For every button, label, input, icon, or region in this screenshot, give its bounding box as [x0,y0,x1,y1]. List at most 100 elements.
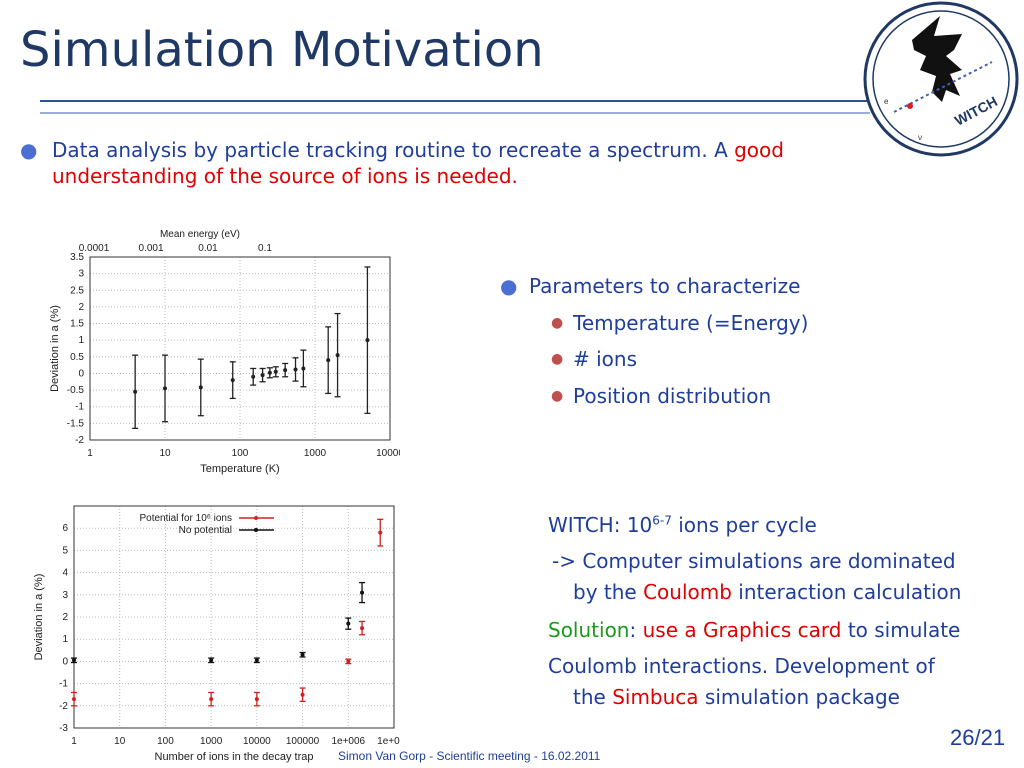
witch-line-4-d: to simulate [841,618,961,642]
y-tick-label: -3 [59,723,68,734]
x-tick-label: 1 [87,448,93,459]
x-tick-label: 100 [232,448,249,459]
x-tick-label: 10000 [376,448,400,459]
witch-line-6-c: simulation package [698,685,900,709]
legend-marker [254,516,258,520]
data-point [346,621,351,626]
witch-figure-icon [912,16,962,102]
witch-line-5: Coulomb interactions. Development of [548,654,935,678]
plot-frame [89,256,391,441]
y-tick-label: 2.5 [70,285,84,296]
top-tick-label: 0.01 [198,243,218,254]
witch-exponent: 6-7 [652,513,672,528]
data-point [360,590,365,595]
bullet-1-text-a: Data analysis by particle tracking routi… [52,138,735,162]
param-item: Temperature (=Energy) [573,311,809,335]
y-tick-label: -2 [59,701,68,712]
y-tick-label: -2 [75,435,84,446]
page-number: 26/21 [950,725,1006,750]
x-tick-label: 1000 [304,448,327,459]
solution-label: Solution [548,618,630,642]
params-heading: Parameters to characterize [529,274,801,298]
data-point [163,386,167,391]
y-tick-label: -1.5 [67,418,85,429]
y-tick-label: 0 [62,656,68,667]
y-axis-label: Deviation in a (%) [49,305,61,392]
bullet-1: Data analysis by particle tracking routi… [52,137,852,189]
logo-small-e: e [884,97,889,106]
x-axis-label: Temperature (K) [200,463,279,475]
x-tick-label: 1e+007 [377,736,400,747]
title-underline-secondary [40,112,870,114]
data-point [301,366,306,371]
data-point [209,697,214,702]
x-tick-label: 100000 [286,736,320,747]
witch-line-6: the Simbuca simulation package [573,684,900,710]
x-tick-label: 10000 [243,736,271,747]
y-tick-label: 3 [78,269,84,280]
witch-line-1: WITCH: 106-7 ions per cycle [548,512,817,538]
x-tick-label: 10 [159,448,171,459]
x-tick-label: 1000 [200,736,223,747]
data-point [326,358,331,363]
top-tick-label: 0.0001 [79,243,110,254]
top-tick-label: 0.001 [138,243,163,254]
simbuca-highlight: Simbuca [612,685,699,709]
sub-bullet-dot: ● [551,351,564,367]
y-tick-label: 2 [62,612,68,623]
title-underline [40,100,870,102]
sub-bullet-dot: ● [551,388,564,404]
y-tick-label: 3 [62,590,68,601]
y-tick-label: -1 [59,679,68,690]
legend-label: No potential [179,525,232,536]
data-point [230,378,235,383]
y-tick-label: 1 [78,335,84,346]
data-point [300,652,305,657]
data-point [293,367,298,372]
data-point [378,530,383,535]
witch-line-3: by the Coulomb interaction calculation [573,579,961,605]
data-point [300,692,305,697]
x-tick-label: 100 [157,736,174,747]
data-point [209,658,214,663]
y-tick-label: -1 [75,402,84,413]
witch-line-3-a: by the [573,580,644,604]
param-item: Position distribution [573,384,772,408]
witch-line-4-b: : [629,618,643,642]
plot-frame [73,505,395,729]
graphics-card-highlight: use a Graphics card [642,618,842,642]
data-point [346,659,351,664]
y-tick-label: -0.5 [67,385,85,396]
witch-line-3-c: interaction calculation [731,580,962,604]
data-point [283,368,288,373]
legend-marker [254,528,258,532]
x-axis-label: Number of ions in the decay trap [155,751,314,763]
data-point [72,658,76,663]
sub-bullet-dot: ● [551,315,564,331]
bullet-dot-1: ● [20,138,38,162]
data-point [254,697,259,702]
param-item: # ions [573,347,638,371]
witch-line-1-a: WITCH: 10 [548,513,653,537]
data-point [72,697,76,702]
y-tick-label: 0 [78,368,84,379]
slide-title: Simulation Motivation [20,22,544,78]
witch-logo: WITCH e ν [863,1,1019,157]
data-point [133,389,138,394]
y-tick-label: 1 [62,634,68,645]
data-point [360,626,365,631]
y-tick-label: 3.5 [70,252,84,263]
coulomb-highlight: Coulomb [643,580,732,604]
y-axis-label: Deviation in a (%) [33,574,45,661]
y-tick-label: 0.5 [70,352,84,363]
bullet-dot-2: ● [500,274,518,298]
data-point [365,338,370,343]
bullet-1-text-good: good [734,138,784,162]
y-tick-label: 5 [62,545,68,556]
witch-line-4: Solution: use a Graphics card to simulat… [548,617,960,643]
witch-line-2: -> Computer simulations are dominated [552,549,956,573]
data-point [335,353,340,358]
y-tick-label: 1.5 [70,319,84,330]
y-tick-label: 6 [62,523,68,534]
data-point [273,369,278,374]
